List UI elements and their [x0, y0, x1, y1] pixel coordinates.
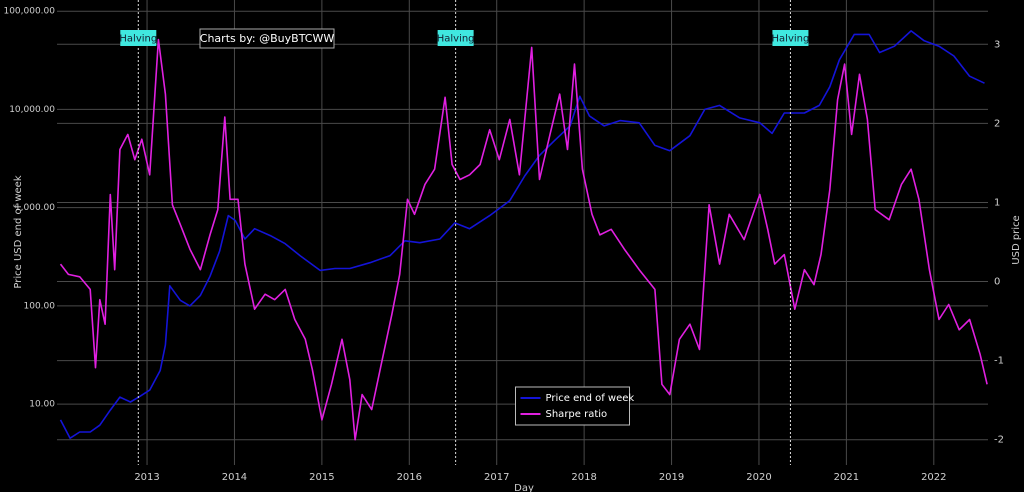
x-tick-label: 2014: [222, 472, 247, 483]
y-tick-label: 1,000.00: [15, 203, 55, 213]
y2-tick-label: 1: [994, 197, 1000, 208]
y-tick-label: 100,000.00: [3, 7, 55, 17]
y2-tick-label: -1: [994, 356, 1004, 367]
y-tick-label: 10.00: [29, 400, 55, 410]
y2-tick-label: 2: [994, 118, 1000, 129]
x-tick-label: 2020: [746, 472, 771, 483]
x-tick-label: 2022: [921, 472, 946, 483]
x-tick-label: 2016: [397, 472, 422, 483]
series-line: [59, 38, 988, 441]
halving-label: Halving: [772, 34, 810, 45]
y-tick-label: 100.00: [24, 301, 56, 311]
y2-axis-label: USD price: [1011, 215, 1022, 264]
x-tick-label: 2021: [834, 472, 859, 483]
legend-label: Price end of week: [546, 393, 635, 404]
halving-label: Halving: [119, 34, 157, 45]
legend-label: Sharpe ratio: [546, 409, 608, 420]
legend: Price end of week Sharpe ratio: [515, 386, 635, 426]
watermark: Charts by: @BuyBTCWW: [200, 32, 335, 45]
series-line: [59, 30, 985, 439]
halving-box: [437, 30, 474, 46]
y2-tick-label: 3: [994, 39, 1000, 50]
x-tick-label: 2019: [659, 472, 684, 483]
x-tick-label: 2015: [309, 472, 334, 483]
plot: [59, 30, 988, 441]
halving-box: [120, 30, 157, 46]
overlay: Halving Halving Halving: [119, 0, 809, 465]
y-axis-label: Price USD end of week: [13, 175, 24, 288]
watermark-box: [199, 28, 335, 49]
halving-label: Halving: [437, 34, 475, 45]
y2-tick-label: 0: [994, 277, 1000, 288]
y-tick-label: 10,000.00: [9, 105, 55, 115]
legend-box: [515, 386, 630, 426]
x-axis-label: Day: [514, 483, 534, 492]
x-tick-label: 2013: [134, 472, 159, 483]
halving-box: [772, 30, 809, 46]
x-tick-label: 2018: [571, 472, 596, 483]
x-tick-label: 2017: [484, 472, 509, 483]
y2-tick-label: -2: [994, 435, 1004, 446]
